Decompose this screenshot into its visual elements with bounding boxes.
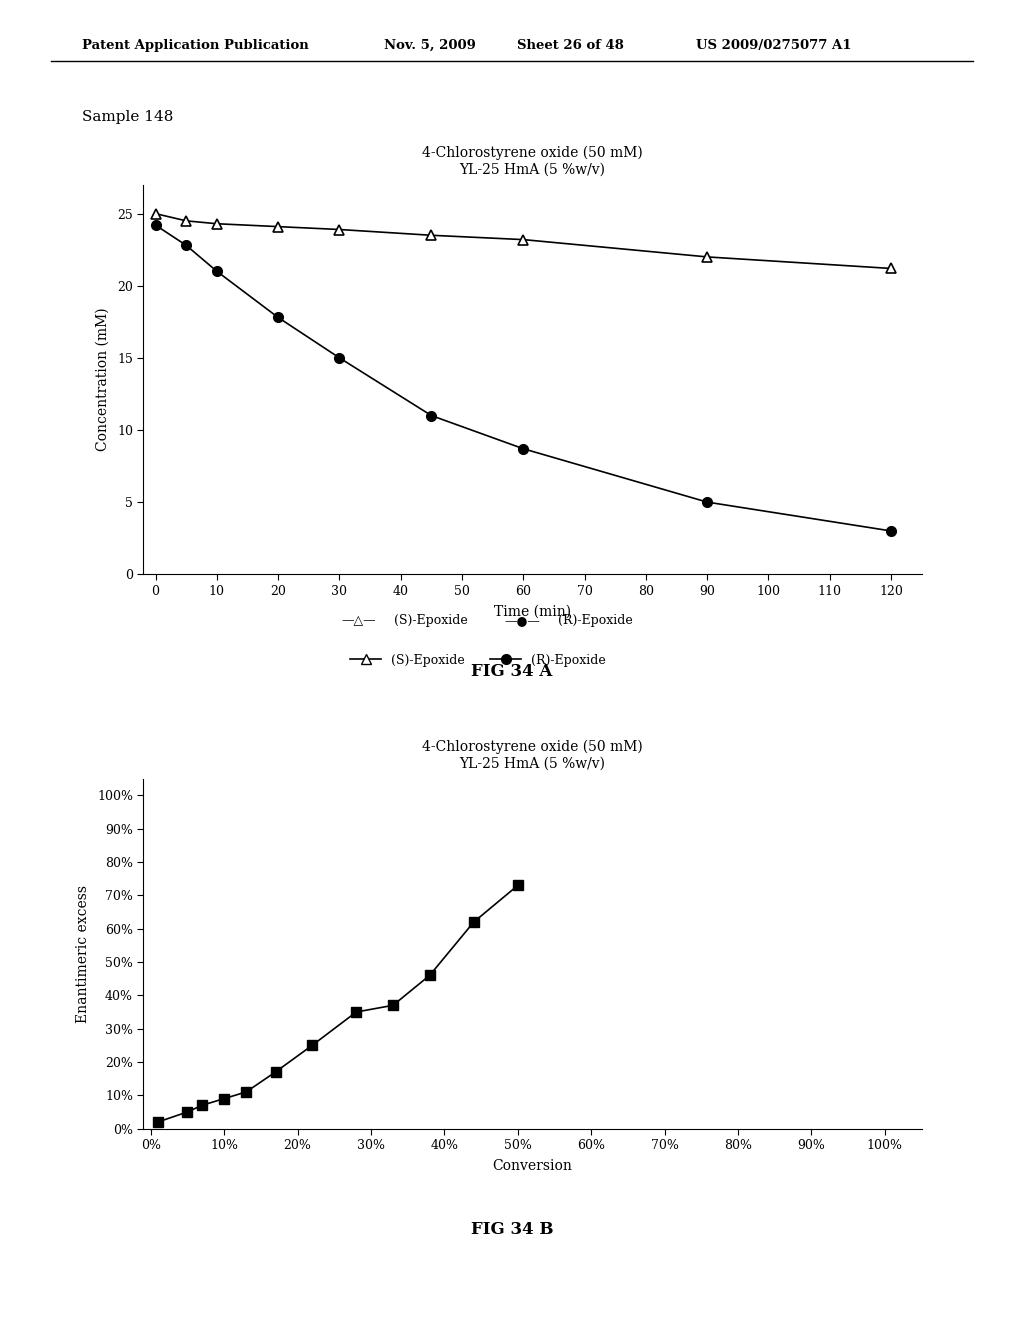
Y-axis label: Enantimeric excess: Enantimeric excess [76,884,90,1023]
Title: 4-Chlorostyrene oxide (50 mM)
YL-25 HmA (5 %w/v): 4-Chlorostyrene oxide (50 mM) YL-25 HmA … [422,741,643,771]
X-axis label: Conversion: Conversion [493,1159,572,1173]
Text: FIG 34 A: FIG 34 A [471,663,553,680]
X-axis label: Time (min): Time (min) [494,605,571,619]
Text: US 2009/0275077 A1: US 2009/0275077 A1 [696,38,852,51]
Text: FIG 34 B: FIG 34 B [471,1221,553,1238]
Legend: (S)-Epoxide, (R)-Epoxide: (S)-Epoxide, (R)-Epoxide [345,648,611,672]
Text: —△—: —△— [341,614,376,627]
Text: Sheet 26 of 48: Sheet 26 of 48 [517,38,624,51]
Text: Nov. 5, 2009: Nov. 5, 2009 [384,38,476,51]
Text: (R)-Epoxide: (R)-Epoxide [558,614,633,627]
Text: —●—: —●— [504,614,541,627]
Title: 4-Chlorostyrene oxide (50 mM)
YL-25 HmA (5 %w/v): 4-Chlorostyrene oxide (50 mM) YL-25 HmA … [422,147,643,177]
Y-axis label: Concentration (mM): Concentration (mM) [96,308,110,451]
Text: Sample 148: Sample 148 [82,111,173,124]
Text: Patent Application Publication: Patent Application Publication [82,38,308,51]
Text: (S)-Epoxide: (S)-Epoxide [394,614,468,627]
